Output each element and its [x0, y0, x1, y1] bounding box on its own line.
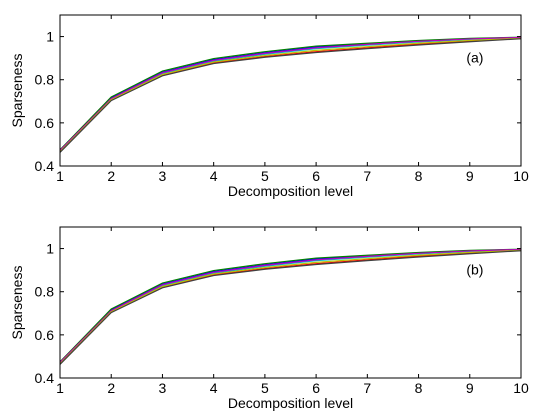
- series-line-1: [59, 248, 522, 363]
- x-axis-title: Decomposition level: [228, 395, 353, 411]
- plot-frame: [59, 14, 522, 167]
- x-axis-title: Decomposition level: [228, 183, 353, 199]
- x-tick-label: 7: [363, 380, 371, 396]
- y-tick-label: 0.8: [35, 284, 55, 300]
- x-tick-label: 3: [159, 380, 167, 396]
- series-line-6: [59, 250, 522, 365]
- x-tick-label: 1: [56, 168, 64, 184]
- series-line-2: [59, 249, 522, 365]
- panel-b: 1 2 3 4 5 6 7 8 9 10 0.4 0.6 0.8 1 Decomposition level…: [9, 226, 529, 411]
- x-tick-label: 8: [415, 380, 423, 396]
- x-tick-label: 4: [210, 168, 218, 184]
- series-line-6: [59, 38, 522, 153]
- x-tick-label: 6: [312, 168, 320, 184]
- x-tick-label: 4: [210, 380, 218, 396]
- y-axis-title: Sparseness: [9, 54, 25, 128]
- x-tick-label: 9: [466, 168, 474, 184]
- y-tick-label: 1: [46, 241, 54, 257]
- x-tick-label: 7: [363, 168, 371, 184]
- series-line-4: [59, 248, 522, 363]
- y-axis-title: Sparseness: [9, 266, 25, 340]
- panel-a: 1 2 3 4 5 6 7 8 9 10 0.4 0.6 0.8 1 Decomposition level…: [9, 14, 529, 199]
- x-tick-label: 2: [107, 168, 115, 184]
- x-tick-label: 5: [261, 380, 269, 396]
- x-tick-label: 5: [261, 168, 269, 184]
- x-tick-label: 9: [466, 380, 474, 396]
- x-tick-label: 1: [56, 380, 64, 396]
- y-tick-label: 1: [46, 29, 54, 45]
- series-line-1: [59, 36, 522, 151]
- x-tick-label: 3: [159, 168, 167, 184]
- panel-label: (b): [466, 261, 483, 277]
- series-line-5: [59, 249, 522, 365]
- x-tick-label: 2: [107, 380, 115, 396]
- y-tick-label: 0.6: [35, 327, 55, 343]
- series-line-5: [59, 37, 522, 153]
- x-tick-label: 10: [513, 380, 529, 396]
- y-tick-label: 0.8: [35, 72, 55, 88]
- panel-label: (a): [466, 49, 483, 65]
- series-line-2: [59, 37, 522, 153]
- series-line-4: [59, 36, 522, 151]
- x-tick-label: 8: [415, 168, 423, 184]
- y-tick-label: 0.4: [35, 158, 55, 174]
- y-tick-label: 0.4: [35, 370, 55, 386]
- plot-frame: [59, 226, 522, 379]
- x-tick-label: 10: [513, 168, 529, 184]
- x-tick-label: 6: [312, 380, 320, 396]
- y-tick-label: 0.6: [35, 115, 55, 131]
